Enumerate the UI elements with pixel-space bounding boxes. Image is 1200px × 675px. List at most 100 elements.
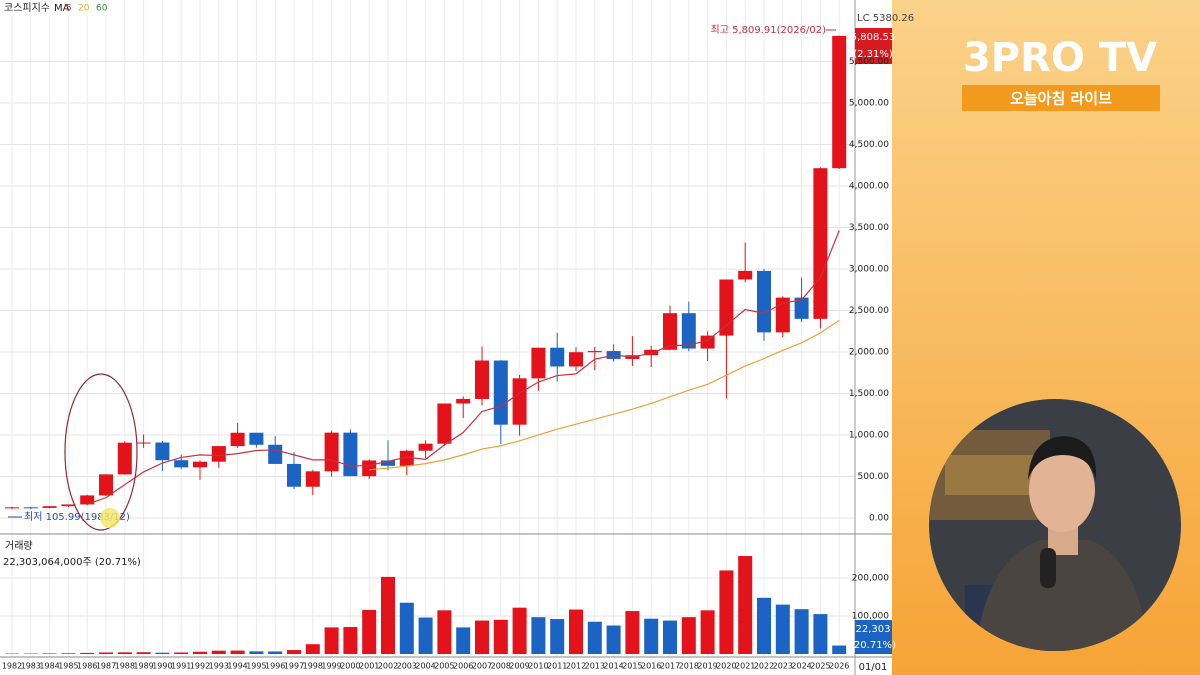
x-tick-label: 2006 [453, 662, 473, 671]
volume-tick-label: 100,000 [852, 612, 889, 622]
last-price: 5,808.53 [851, 32, 896, 43]
candle-body [117, 442, 132, 475]
volume-bar [117, 652, 132, 654]
candle-body [569, 352, 583, 367]
last-label: LC 5380.26 [857, 13, 914, 24]
y-tick-label: 0.00 [869, 513, 889, 523]
x-tick-label: 2017 [660, 662, 680, 671]
x-tick-label: 1998 [303, 662, 323, 671]
logo: 3PRO TV [963, 35, 1157, 81]
program-banner [962, 85, 1160, 111]
candle-body [531, 347, 546, 379]
volume-bar [268, 651, 283, 654]
candle-body [475, 360, 489, 399]
volume-bar [381, 576, 395, 654]
x-tick-label: 1999 [321, 662, 341, 671]
y-tick-label: 5,000.00 [849, 98, 889, 108]
volume-bar [80, 652, 95, 654]
x-tick-label: 1993 [209, 662, 229, 671]
cursor [100, 508, 120, 528]
x-tick-label: 2019 [697, 662, 717, 671]
candle-body [775, 297, 790, 333]
candle-body [681, 313, 696, 349]
volume-bar [61, 653, 76, 654]
volume-bar [418, 617, 433, 654]
x-tick-label: 1982 [2, 662, 22, 671]
candle-body [644, 349, 659, 356]
high-annotation: 최고 5,809.91(2026/02) [711, 24, 827, 36]
candle-body [719, 279, 734, 336]
x-tick-label: 2004 [415, 662, 435, 671]
x-tick-label: 1985 [58, 662, 78, 671]
volume-bar [493, 619, 508, 654]
volume-bar [99, 652, 113, 654]
x-tick-label: 1988 [115, 662, 135, 671]
date-label: 01/01 [859, 662, 888, 673]
volume-bar [663, 620, 677, 654]
volume-bar [700, 610, 715, 654]
volume-bar [456, 627, 471, 654]
volume-summary: 22,303,064,000주 (20.71%) [3, 557, 141, 568]
candle-body [343, 432, 358, 477]
ma-period: 20 [78, 4, 90, 14]
x-tick-label: 2023 [773, 662, 793, 671]
candle-body [794, 297, 809, 319]
x-tick-label: 2013 [585, 662, 605, 671]
candle-body [193, 461, 207, 468]
volume-bar [343, 627, 358, 654]
volume-bar [42, 653, 57, 654]
volume-bar [531, 617, 546, 654]
candle-body [700, 335, 715, 349]
volume-bar [606, 625, 621, 654]
volume-bar [287, 650, 301, 654]
x-tick-label: 1992 [190, 662, 210, 671]
volume-bar [738, 556, 753, 654]
candle-body [42, 506, 57, 508]
candle-body [738, 270, 753, 280]
y-tick-label: 4,000.00 [849, 181, 889, 191]
candle-body [61, 504, 76, 507]
candle-body [287, 463, 301, 487]
price-box [855, 28, 892, 64]
x-tick-label: 1994 [227, 662, 247, 671]
volume-tick-label: 200,000 [852, 574, 889, 584]
ma-period: 5 [66, 4, 72, 14]
x-tick-label: 2025 [810, 662, 830, 671]
x-tick-label: 2008 [491, 662, 511, 671]
chart-title: 코스피지수 [4, 2, 50, 14]
ma-line [369, 319, 840, 471]
x-tick-label: 2003 [397, 662, 417, 671]
candle-body [230, 432, 245, 447]
highlight-ellipse [64, 373, 138, 531]
y-tick-label: 2,000.00 [849, 347, 889, 357]
x-tick-label: 2021 [735, 662, 755, 671]
candle-body [174, 460, 189, 468]
volume-bar [550, 619, 565, 654]
candle-body [268, 444, 283, 464]
ma-legend: 5 20 60 [66, 4, 108, 14]
candle-body [399, 450, 414, 466]
candle-body [456, 398, 471, 404]
candle-body [99, 474, 113, 496]
volume-bar [644, 618, 659, 654]
x-tick-label: 2000 [340, 662, 360, 671]
x-tick-label: 2015 [622, 662, 642, 671]
y-tick-label: 2,500.00 [849, 306, 889, 316]
x-tick-label: 1983 [21, 662, 41, 671]
volume-bar [475, 620, 489, 654]
program-title: 오늘아침 라이브 [1010, 90, 1112, 108]
volume-bar [625, 611, 640, 654]
x-tick-label: 2011 [547, 662, 567, 671]
x-tick-label: 2014 [603, 662, 623, 671]
candle-body [437, 403, 452, 444]
volume-bar [136, 652, 151, 654]
candle-body [832, 35, 847, 169]
volume-bar [719, 570, 734, 654]
x-tick-label: 2005 [434, 662, 454, 671]
last-change: (2.31%) [853, 49, 893, 60]
x-tick-label: 2012 [566, 662, 586, 671]
candle-body [757, 270, 771, 333]
volume-box [855, 620, 892, 654]
